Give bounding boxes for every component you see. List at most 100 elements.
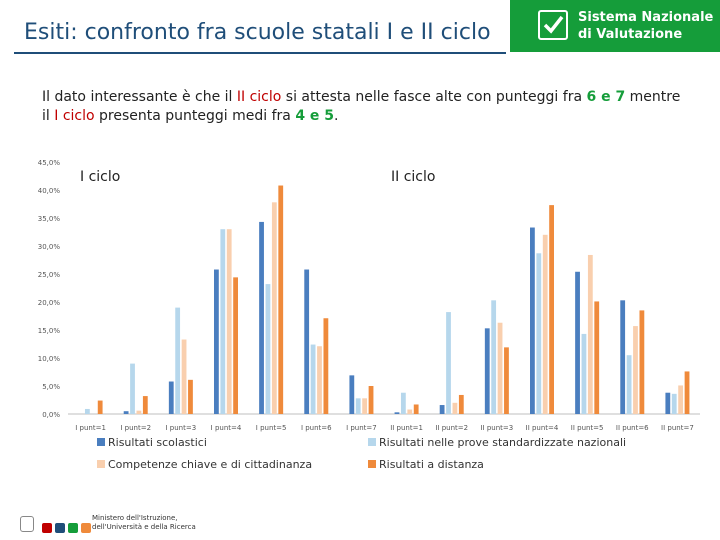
bar-ii-punt-6-s3 [633, 326, 638, 414]
brand-name-line1: Sistema Nazionale [578, 10, 714, 25]
legend-swatch [97, 460, 105, 468]
bar-ii-punt-6-s2 [626, 355, 632, 414]
y-tick-label: 45,0% [38, 159, 61, 167]
bar-ii-punt-1-s3 [407, 409, 413, 414]
x-tick-label: II punt=1 [390, 424, 423, 432]
x-tick-label: I punt=2 [120, 424, 151, 432]
bar-ii-punt-7-s4 [684, 371, 690, 414]
y-tick-label: 40,0% [38, 187, 61, 195]
bar-i-punt-2-s4 [142, 396, 148, 414]
bar-ii-punt-5-s2 [581, 333, 587, 414]
bar-i-punt-4-s1 [214, 269, 219, 414]
intro-part: si attesta nelle fasce alte con punteggi… [281, 89, 587, 105]
ministry-line1: Ministero dell'Istruzione, [92, 514, 178, 522]
title-divider [14, 52, 506, 54]
intro-part: . [334, 108, 339, 124]
intro-part: presenta punteggi medi fra [94, 108, 296, 124]
bar-ii-punt-3-s3 [497, 322, 503, 414]
x-tick-label: II punt=4 [526, 424, 559, 432]
bar-ii-punt-7-s2 [671, 393, 677, 414]
bar-i-punt-6-s3 [317, 346, 322, 414]
bar-ii-punt-5-s1 [575, 271, 580, 414]
bar-i-punt-3-s3 [181, 339, 187, 414]
bar-i-punt-1-s4 [97, 400, 103, 414]
bar-i-punt-7-s2 [355, 398, 361, 414]
legend-swatch [368, 460, 376, 468]
bar-ii-punt-6-s4 [639, 310, 645, 414]
x-tick-label: II punt=2 [435, 424, 468, 432]
legend-swatch [97, 438, 105, 446]
bar-ii-punt-5-s3 [587, 254, 593, 414]
bar-i-punt-3-s1 [168, 381, 174, 414]
bar-i-punt-3-s2 [175, 307, 181, 414]
bar-i-punt-6-s4 [323, 318, 329, 414]
x-tick-label: II punt=5 [571, 424, 604, 432]
x-tick-label: I punt=7 [346, 424, 377, 432]
intro-part: Il dato interessante è che il [42, 89, 237, 105]
x-tick-label: II punt=6 [616, 424, 649, 432]
x-tick-label: II punt=7 [661, 424, 694, 432]
bar-ii-punt-2-s3 [452, 402, 458, 414]
bar-ii-punt-7-s3 [678, 385, 684, 414]
y-tick-label: 5,0% [42, 383, 60, 391]
bar-ii-punt-6-s1 [620, 300, 626, 414]
bar-ii-punt-3-s1 [484, 328, 490, 414]
y-tick-label: 25,0% [38, 271, 61, 279]
bar-i-punt-5-s3 [271, 202, 277, 414]
x-tick-label: II punt=3 [480, 424, 513, 432]
ministry-footer: Ministero dell'Istruzione, dell'Universi… [92, 514, 196, 532]
y-tick-label: 20,0% [38, 299, 61, 307]
brand-name-line2: di Valutazione [578, 27, 683, 42]
x-tick-label: I punt=4 [211, 424, 242, 432]
y-tick-label: 30,0% [38, 243, 61, 251]
bar-i-punt-2-s1 [123, 411, 129, 414]
x-tick-label: I punt=3 [166, 424, 197, 432]
bar-i-punt-5-s4 [278, 185, 284, 414]
bar-ii-punt-1-s1 [394, 412, 400, 414]
bar-ii-punt-3-s4 [504, 347, 509, 414]
x-tick-label: I punt=5 [256, 424, 287, 432]
bar-i-punt-7-s1 [349, 375, 355, 414]
legend-label: Risultati a distanza [379, 458, 484, 471]
y-tick-label: 35,0% [38, 215, 61, 223]
bar-ii-punt-4-s1 [530, 227, 535, 414]
intro-highlight-scores-high: 6 e 7 [586, 89, 626, 105]
bar-ii-punt-3-s2 [491, 300, 497, 414]
group-label-i-ciclo: I ciclo [80, 169, 120, 185]
ministry-line2: dell'Università e della Ricerca [92, 523, 196, 531]
grouped-bar-chart: 0,0% 5,0% 10,0% 15,0% 20,0% 25,0% 30,0% 35,0% 40… [38, 159, 700, 471]
snv-brand-banner: Sistema Nazionale di Valutazione [510, 0, 720, 52]
y-tick-label: 0,0% [42, 411, 60, 419]
bar-ii-punt-2-s4 [458, 394, 464, 414]
bar-i-punt-2-s2 [130, 363, 135, 414]
bar-i-punt-5-s1 [259, 221, 264, 414]
bar-ii-punt-7-s1 [665, 392, 671, 414]
bar-i-punt-4-s4 [233, 277, 238, 414]
bar-ii-punt-2-s2 [446, 312, 451, 414]
bar-i-punt-4-s2 [220, 229, 226, 414]
x-tick-label: I punt=6 [301, 424, 332, 432]
legend-label: Risultati scolastici [108, 436, 207, 449]
bar-i-punt-2-s3 [136, 410, 142, 414]
intro-highlight-i-ciclo: I ciclo [54, 108, 95, 124]
y-tick-label: 15,0% [38, 327, 61, 335]
legend-swatch [368, 438, 376, 446]
bar-i-punt-6-s2 [310, 344, 316, 414]
intro-highlight-ii-ciclo: II ciclo [236, 89, 282, 105]
miur-logo-icon [42, 518, 94, 533]
slide-title: Esiti: confronto fra scuole statali I e … [24, 20, 491, 45]
intro-highlight-scores-mid: 4 e 5 [295, 108, 335, 124]
intro-part: mentre il [42, 89, 681, 124]
bar-ii-punt-1-s4 [413, 404, 419, 414]
intro-text: Il dato interessante è che il II ciclo s… [42, 88, 682, 126]
bar-i-punt-1-s2 [84, 408, 90, 414]
republic-emblem-icon [20, 516, 34, 532]
bar-ii-punt-5-s4 [594, 301, 600, 414]
group-label-ii-ciclo: II ciclo [391, 169, 435, 185]
bar-i-punt-7-s4 [368, 386, 374, 414]
bar-i-punt-3-s4 [188, 379, 193, 414]
bar-i-punt-5-s2 [265, 284, 271, 414]
bar-ii-punt-4-s3 [542, 234, 548, 414]
x-tick-label: I punt=1 [75, 424, 106, 432]
legend-label: Risultati nelle prove standardizzate naz… [379, 436, 626, 449]
